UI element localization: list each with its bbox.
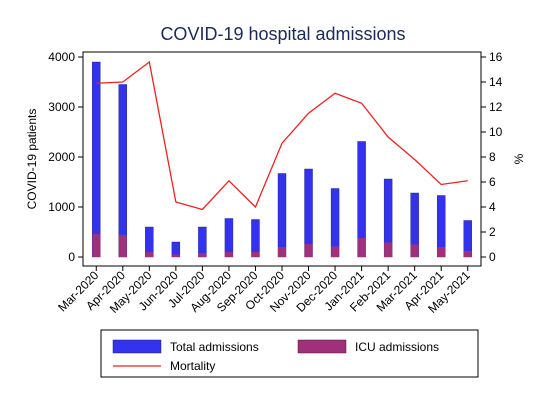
bar-total-Oct-2020: [277, 173, 287, 258]
bar-icu-May-2020: [145, 252, 154, 257]
bar-icu-Jul-2020: [198, 253, 207, 257]
bar-icu-Aug-2020: [224, 252, 233, 257]
bar-total-Mar-2020: [92, 61, 101, 258]
y-tick-label: 4000: [48, 50, 75, 64]
y2-tick-label: 14: [489, 75, 503, 89]
y2-tick-label: 16: [489, 50, 503, 64]
y-tick-label: 3000: [48, 100, 75, 114]
legend-box: [100, 329, 479, 378]
total-admissions-bars: [92, 61, 472, 258]
legend-swatch-total: [112, 339, 162, 354]
bar-icu-Feb-2021: [384, 242, 393, 257]
bar-icu-Jan-2021: [357, 238, 366, 257]
bar-total-Jul-2020: [198, 226, 207, 258]
legend: Total admissions ICU admissions Mortalit…: [100, 329, 479, 378]
left-axis: 0 1000 2000 3000 4000: [48, 50, 83, 264]
y2-tick-label: 6: [489, 175, 496, 189]
y-axis-label: COVID-19 patients: [25, 109, 39, 210]
bar-icu-May-2021: [463, 251, 472, 257]
bar-icu-Nov-2020: [304, 244, 313, 257]
chart-title: COVID-19 hospital admissions: [160, 24, 405, 44]
y-tick-label: 0: [68, 250, 75, 264]
bar-total-Aug-2020: [224, 218, 234, 258]
legend-swatch-icu: [297, 339, 347, 354]
y2-tick-label: 2: [489, 225, 496, 239]
bar-icu-Jun-2020: [171, 254, 180, 257]
bar-icu-Apr-2021: [437, 247, 446, 257]
mortality-line-group: [96, 60, 468, 211]
y2-axis-label: %: [512, 153, 526, 164]
legend-label-icu: ICU admissions: [355, 340, 439, 354]
y2-tick-label: 0: [489, 250, 496, 264]
bar-icu-Mar-2020: [92, 234, 101, 257]
bar-icu-Dec-2020: [331, 246, 340, 257]
bar-icu-Apr-2020: [118, 235, 127, 257]
bar-icu-Mar-2021: [410, 244, 419, 257]
legend-label-mortality: Mortality: [170, 359, 215, 373]
right-axis: 0 2 4 6 8 10 12 14 16: [481, 50, 503, 264]
legend-label-total: Total admissions: [170, 340, 259, 354]
bar-icu-Oct-2020: [278, 247, 286, 257]
y-tick-label: 1000: [48, 200, 75, 214]
bar-total-Apr-2020: [118, 84, 128, 258]
bar-total-Nov-2020: [304, 168, 313, 258]
y2-tick-label: 4: [489, 200, 496, 214]
y2-tick-label: 12: [489, 100, 503, 114]
icu-admissions-bars: [92, 234, 472, 257]
y-tick-label: 2000: [48, 150, 75, 164]
x-axis: Mar-2020Apr-2020May-2020Jun-2020Jul-2020…: [55, 266, 473, 316]
mortality-line: [96, 60, 468, 211]
y2-tick-label: 10: [489, 125, 503, 139]
bar-icu-Sep-2020: [251, 252, 260, 257]
y2-tick-label: 8: [489, 150, 496, 164]
bar-total-Sep-2020: [251, 219, 260, 258]
